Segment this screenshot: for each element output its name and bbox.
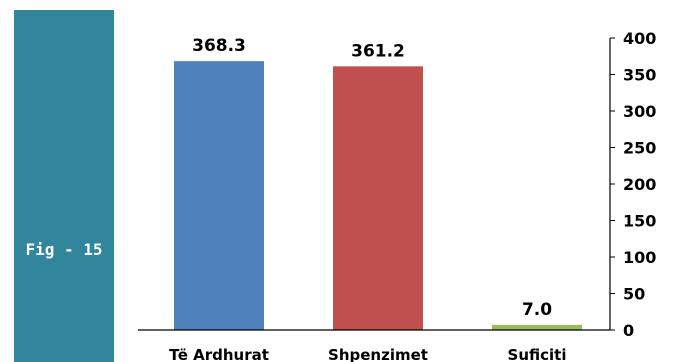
bar-0	[174, 61, 264, 331]
y-tick-label-2: 100	[623, 248, 656, 267]
y-tick-label-5: 250	[623, 139, 656, 158]
category-label-2: Suficiti	[508, 346, 567, 362]
data-label-1: 361.2	[351, 41, 405, 61]
value-labels-layer: 368.3 361.2 7.0	[192, 36, 552, 320]
bars-layer	[174, 61, 582, 331]
category-labels-layer: Të Ardhurat Shpenzimet Suficiti	[169, 346, 566, 362]
y-tick-label-6: 300	[623, 102, 656, 121]
figure-label: Fig - 15	[25, 240, 103, 259]
data-label-0: 368.3	[192, 36, 246, 56]
y-tick-label-7: 350	[623, 66, 656, 85]
y-tick-label-8: 400	[623, 29, 656, 48]
figure-tab: Fig - 15	[14, 10, 114, 362]
y-tick-label-3: 150	[623, 212, 656, 231]
data-label-2: 7.0	[522, 300, 552, 320]
y-axis: 0 50 100 150 200 250 300 350 400	[138, 29, 656, 340]
y-tick-label-1: 50	[623, 285, 645, 304]
category-label-1: Shpenzimet	[328, 346, 428, 362]
y-tick-label-4: 200	[623, 175, 656, 194]
bar-1	[333, 66, 423, 330]
bar-2	[492, 324, 582, 330]
y-tick-label-0: 0	[623, 321, 634, 340]
category-label-0: Të Ardhurat	[169, 346, 269, 362]
